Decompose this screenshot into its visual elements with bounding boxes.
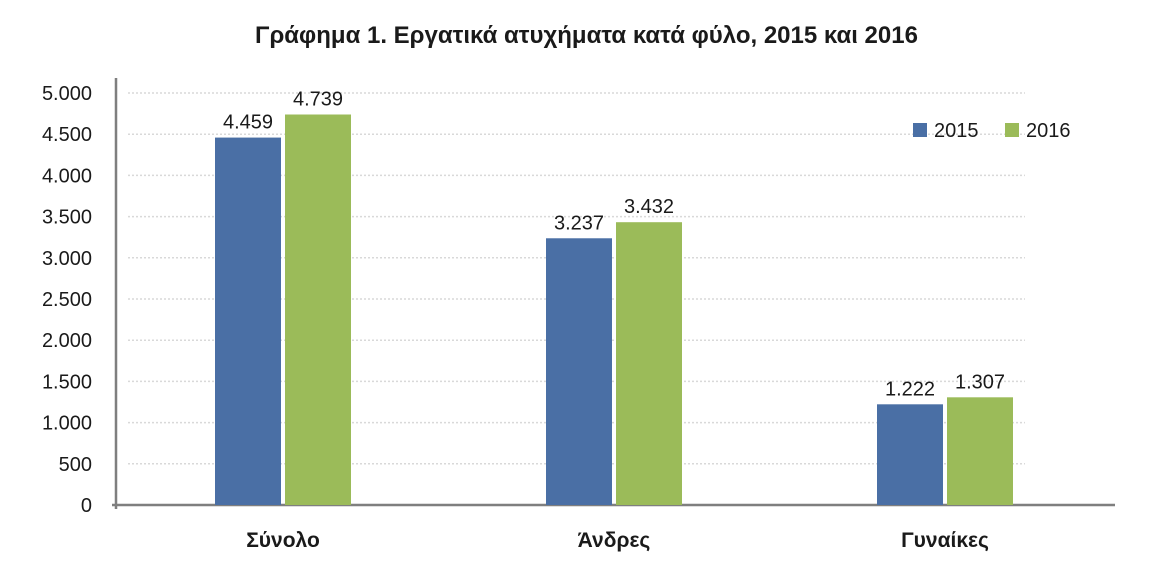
- bar: [877, 404, 943, 505]
- legend-label: 2015: [934, 120, 979, 142]
- bar: [215, 137, 281, 505]
- bar: [546, 238, 612, 506]
- data-label: 4.739: [293, 89, 343, 111]
- y-tick-label: 4.000: [42, 165, 92, 187]
- legend-swatch: [913, 123, 927, 137]
- bar: [947, 397, 1013, 505]
- data-label: 1.307: [955, 371, 1005, 393]
- category-label: Σύνολο: [246, 529, 320, 552]
- y-tick-label: 5.000: [42, 83, 92, 105]
- legend-swatch: [1005, 123, 1019, 137]
- category-label: Άνδρες: [578, 529, 651, 552]
- y-tick-label: 3.000: [42, 248, 92, 270]
- legend-label: 2016: [1026, 120, 1071, 142]
- y-tick-label: 4.500: [42, 124, 92, 146]
- data-label: 4.459: [223, 112, 273, 134]
- data-label: 3.432: [624, 196, 674, 218]
- bar: [285, 114, 351, 505]
- y-tick-label: 2.500: [42, 289, 92, 311]
- y-tick-label: 500: [59, 454, 92, 476]
- bar: [616, 222, 682, 506]
- y-tick-label: 1.000: [42, 413, 92, 435]
- y-tick-label: 3.500: [42, 207, 92, 229]
- data-label: 1.222: [885, 378, 935, 400]
- data-label: 3.237: [554, 212, 604, 234]
- category-label: Γυναίκες: [901, 529, 989, 552]
- y-tick-label: 1.500: [42, 371, 92, 393]
- y-tick-label: 0: [81, 495, 92, 517]
- y-tick-label: 2.000: [42, 330, 92, 352]
- chart-title: Γράφημα 1. Εργατικά ατυχήματα κατά φύλο,…: [255, 22, 918, 49]
